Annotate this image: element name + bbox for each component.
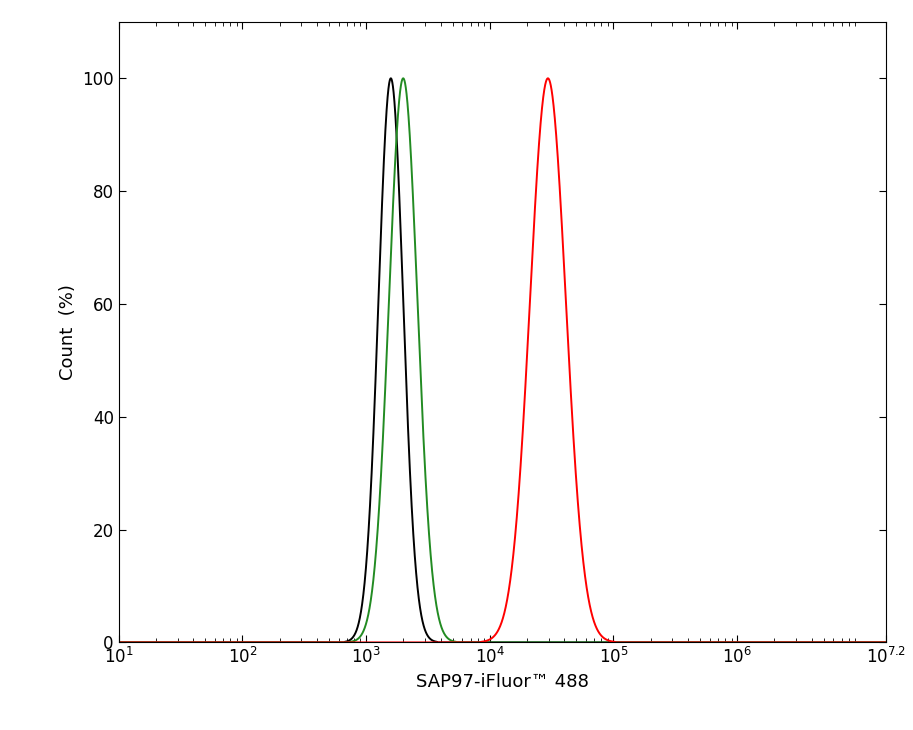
X-axis label: SAP97-iFluor™ 488: SAP97-iFluor™ 488 (415, 673, 589, 691)
Y-axis label: Count  (%): Count (%) (58, 284, 77, 380)
